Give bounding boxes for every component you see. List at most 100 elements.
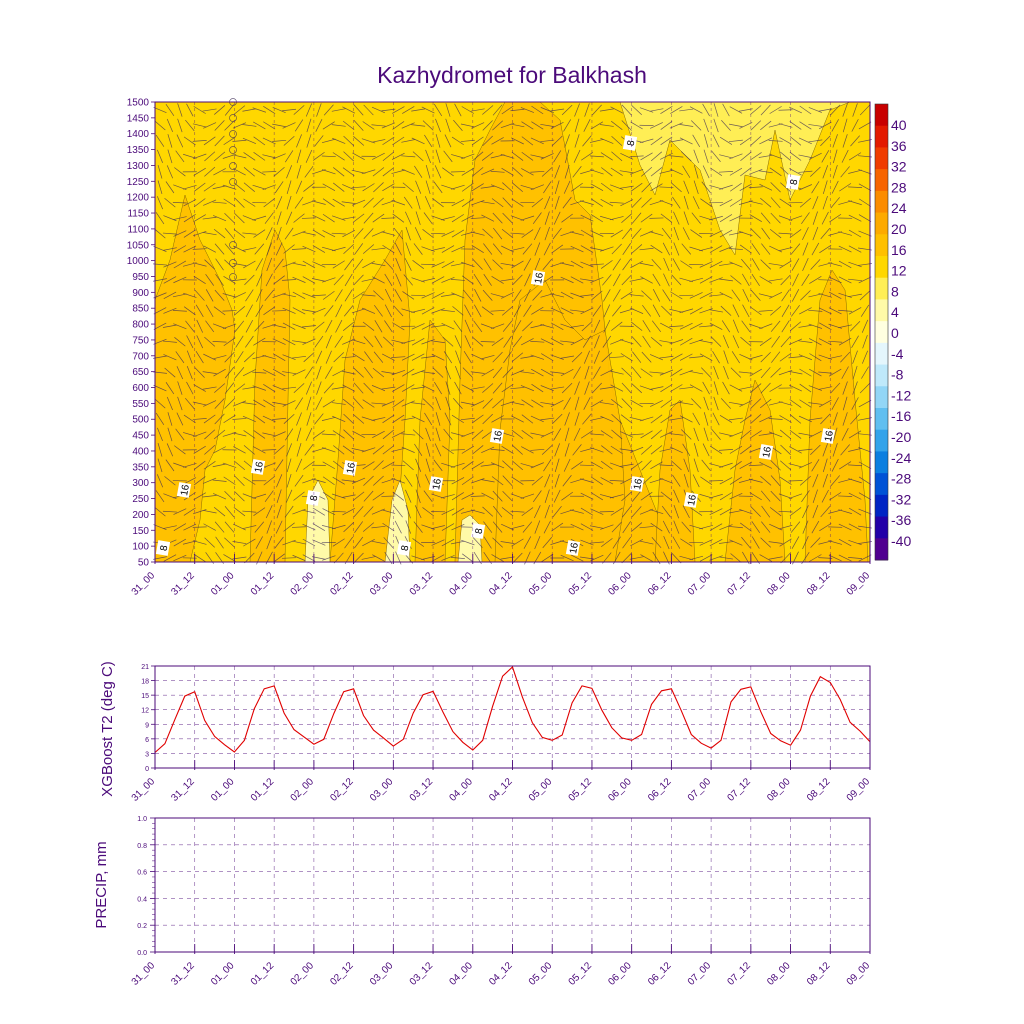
wind-barb: [739, 400, 753, 407]
wind-barb: [492, 490, 503, 502]
contour-label-text: 16: [431, 477, 444, 490]
wind-barb: [262, 137, 276, 145]
wind-barb: [832, 427, 838, 442]
wind-barb: [650, 414, 663, 424]
wind-barb: [293, 105, 305, 115]
wind-barb: [213, 429, 226, 440]
wind-barb: [703, 412, 709, 426]
wind-barb: [411, 323, 425, 330]
wind-barb: [532, 289, 543, 301]
wind-barb: [464, 319, 471, 333]
wind-barb: [303, 182, 315, 192]
wind-barb: [463, 351, 472, 364]
wind-barb: [173, 554, 187, 562]
wind-barb: [490, 154, 505, 159]
wind-barb: [431, 340, 446, 344]
x-tick-label: 02_00: [289, 776, 317, 804]
wind-barb: [798, 448, 813, 451]
wind-barb: [649, 108, 664, 112]
wind-barb: [490, 184, 505, 191]
wind-barb: [404, 258, 412, 271]
wind-barb: [296, 427, 302, 442]
wind-barb: [415, 458, 422, 472]
wind-barb: [683, 211, 689, 225]
wind-barb: [552, 505, 562, 518]
wind-barb: [295, 458, 303, 472]
wind-barb: [214, 135, 225, 147]
wind-barb: [809, 353, 822, 362]
wind-barb: [699, 308, 713, 314]
wind-barb: [693, 427, 699, 442]
wind-barb: [531, 306, 544, 315]
wind-barb: [841, 149, 849, 163]
wind-barb: [828, 540, 843, 545]
wind-barb: [305, 427, 313, 441]
wind-barb: [213, 168, 226, 176]
x-tick-label: 09_00: [845, 960, 873, 988]
wind-barb: [511, 415, 524, 423]
wind-barb: [374, 320, 383, 333]
wind-barb: [232, 122, 247, 129]
wind-barb: [421, 384, 435, 392]
wind-barb: [194, 289, 205, 301]
wind-barb: [243, 476, 256, 485]
wind-barb: [808, 430, 822, 438]
wind-barb: [571, 461, 583, 470]
wind-barb: [681, 243, 692, 255]
wind-barb: [391, 339, 406, 344]
wind-barb: [789, 507, 802, 517]
wind-barb: [621, 398, 632, 409]
wind-barb: [344, 289, 353, 302]
wind-barb: [629, 294, 644, 297]
wind-barb: [831, 397, 839, 410]
wind-barb: [584, 103, 590, 117]
wind-barb: [768, 431, 783, 438]
wind-barb: [611, 429, 623, 440]
wind-barb: [292, 355, 307, 359]
wind-barb: [580, 200, 594, 205]
y-tick-label: 200: [132, 510, 149, 521]
wind-barb: [165, 382, 175, 395]
wind-barb: [661, 227, 671, 240]
wind-barb: [768, 140, 783, 142]
wind-barb: [392, 414, 405, 424]
wind-barb: [571, 352, 583, 363]
wind-barb: [451, 432, 465, 437]
wind-barb: [768, 278, 783, 282]
wind-barb: [621, 104, 632, 116]
wind-barb: [253, 229, 266, 238]
wind-barb: [709, 260, 723, 269]
colorbar-swatch: [875, 386, 888, 409]
wind-barb: [353, 382, 364, 394]
wind-barb: [540, 153, 554, 160]
wind-barb: [798, 324, 813, 328]
wind-barb: [183, 507, 196, 516]
wind-barb: [719, 278, 733, 282]
wind-barb: [411, 337, 425, 346]
wind-barb: [202, 371, 217, 374]
wind-barb: [709, 277, 723, 283]
wind-barb: [589, 263, 604, 266]
wind-barb: [286, 180, 292, 195]
wind-barb: [212, 201, 227, 204]
wind-barb: [302, 554, 316, 562]
wind-barb: [612, 289, 621, 302]
wind-barb: [215, 258, 224, 271]
wind-barb: [154, 120, 166, 131]
wind-barb: [481, 429, 494, 439]
wind-barb: [521, 168, 534, 176]
wind-barb: [788, 338, 803, 345]
y-tick-label: 0.8: [137, 843, 147, 850]
wind-barb: [679, 353, 693, 361]
wind-barb: [739, 231, 753, 237]
wind-barb: [425, 149, 431, 163]
wind-barb: [213, 151, 226, 162]
wind-barb: [673, 242, 680, 256]
wind-barb: [186, 350, 193, 364]
wind-barb: [232, 432, 247, 437]
colorbar-swatch: [875, 147, 888, 170]
wind-barb: [232, 523, 246, 531]
wind-barb: [679, 369, 693, 376]
wind-barb: [593, 366, 601, 379]
wind-barb: [233, 507, 246, 517]
